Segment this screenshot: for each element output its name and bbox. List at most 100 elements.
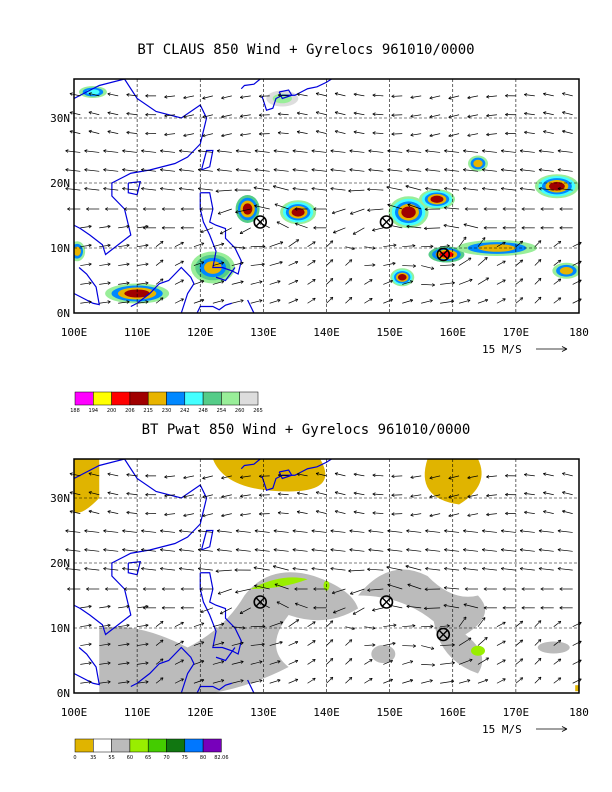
wind-vector-head — [368, 548, 372, 552]
wind-vector — [482, 169, 497, 172]
wind-vector — [425, 568, 441, 571]
wind-vector — [448, 95, 460, 99]
wind-vector — [311, 150, 327, 153]
wind-vector-head — [519, 548, 523, 552]
wind-vector-head — [329, 278, 334, 282]
wind-vector — [501, 549, 516, 552]
wind-vector — [155, 259, 164, 266]
wind-vector — [334, 491, 346, 496]
wind-vector — [174, 279, 184, 285]
y-tick-label: 10N — [50, 622, 70, 635]
wind-vector — [273, 169, 289, 172]
wind-vector-head — [160, 677, 164, 681]
wind-vector — [515, 639, 523, 646]
wind-vector — [99, 282, 111, 285]
wind-vector — [193, 660, 205, 665]
wind-vector-head — [240, 660, 244, 664]
wind-vector — [126, 493, 138, 496]
wind-vector-head — [107, 281, 111, 285]
wind-vector — [515, 658, 523, 665]
wind-vector — [288, 660, 299, 665]
wind-vector — [477, 237, 486, 247]
wind-vector — [311, 188, 327, 191]
wind-vector — [350, 208, 365, 215]
wind-vector — [254, 205, 270, 210]
cloud-cluster — [559, 267, 573, 275]
wind-vector — [311, 568, 327, 571]
wind-vector-head — [178, 566, 183, 571]
wind-vector-head — [126, 224, 130, 229]
wind-vector-head — [88, 623, 92, 628]
wind-vector-head — [88, 472, 92, 476]
wind-vector-head — [524, 93, 528, 97]
wind-vector-head — [315, 111, 320, 115]
wind-vector — [444, 207, 460, 210]
wind-vector-head — [392, 641, 396, 646]
wind-vector — [307, 621, 316, 627]
wind-vector — [240, 513, 251, 516]
wind-vector — [88, 130, 100, 134]
wind-vector — [141, 568, 157, 571]
wind-vector — [250, 643, 265, 646]
wind-vector-head — [444, 168, 448, 172]
wind-vector — [174, 260, 184, 266]
wind-vector-head — [557, 620, 562, 625]
wind-vector — [353, 511, 365, 514]
wind-vector-head — [178, 186, 183, 191]
wind-vector — [297, 511, 308, 514]
wind-vector-head — [235, 210, 239, 214]
wind-vector — [179, 150, 194, 153]
y-tick-label: 0N — [57, 687, 70, 700]
wind-vector-head — [315, 509, 320, 514]
wind-vector — [99, 681, 111, 684]
wind-vector — [572, 640, 582, 646]
wind-vector-head — [277, 679, 281, 683]
wind-vector-head — [315, 129, 320, 134]
wind-vector-head — [126, 492, 130, 496]
wind-vector — [250, 263, 265, 266]
wind-vector-head — [160, 658, 164, 662]
wind-vector — [444, 587, 460, 590]
wind-vector — [345, 658, 353, 665]
wind-vector — [421, 645, 435, 650]
wind-vector-head — [425, 168, 429, 172]
wind-vector — [174, 678, 184, 684]
pwat-region — [371, 645, 396, 663]
wind-vector-head — [430, 646, 435, 650]
wind-vector-head — [126, 680, 130, 684]
wind-vector — [326, 639, 334, 646]
wind-vector — [557, 188, 573, 191]
wind-vector-head — [277, 511, 281, 515]
wind-vector-head — [279, 640, 283, 645]
wind-vector — [295, 603, 308, 609]
wind-vector-head — [353, 491, 357, 496]
wind-vector — [364, 626, 376, 629]
wind-vector — [334, 130, 346, 134]
wind-vector-head — [521, 606, 525, 610]
wind-vector — [269, 280, 281, 285]
wind-vector-head — [126, 262, 130, 267]
wind-vector-head — [126, 112, 130, 116]
wind-vector — [372, 227, 384, 231]
wind-vector-head — [406, 224, 410, 229]
wind-vector — [122, 188, 138, 191]
coastline — [196, 302, 232, 313]
wind-vector-head — [389, 298, 393, 302]
wind-vector — [99, 624, 111, 628]
wind-vector-head — [160, 566, 164, 571]
y-tick-label: 30N — [50, 112, 70, 125]
wind-vector-head — [277, 492, 281, 496]
wind-vector — [345, 297, 353, 304]
wind-vector-head — [296, 491, 301, 495]
wind-vector-head — [277, 299, 281, 303]
wind-vector-head — [312, 279, 316, 283]
wind-vector-head — [424, 207, 428, 211]
wind-vector-head — [145, 300, 149, 304]
wind-vector-head — [367, 567, 371, 572]
wind-vector-head — [407, 203, 411, 207]
wind-vector — [348, 189, 365, 192]
pwat-region — [250, 577, 308, 589]
bottom-panel-title: BT Pwat 850 Wind + Gyrelocs 961010/0000 — [141, 422, 471, 438]
wind-vector-head — [107, 92, 111, 96]
wind-vector — [254, 530, 270, 533]
